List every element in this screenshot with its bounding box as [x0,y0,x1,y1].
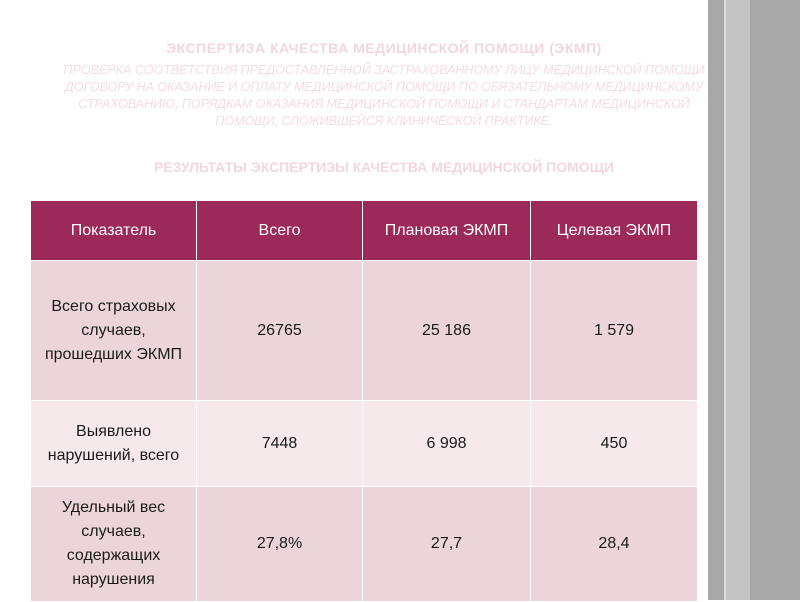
cell-planned: 6 998 [362,400,531,487]
slide-title: ЭКСПЕРТИЗА КАЧЕСТВА МЕДИЦИНСКОЙ ПОМОЩИ (… [166,40,602,56]
header-planned: Плановая ЭКМП [362,200,531,261]
results-heading: РЕЗУЛЬТАТЫ ЭКСПЕРТИЗЫ КАЧЕСТВА МЕДИЦИНСК… [153,159,614,175]
results-table: Показатель Всего Плановая ЭКМП Целевая Э… [30,200,698,602]
table-row: Всего страховых случаев, прошедших ЭКМП … [30,260,698,401]
row-label: Удельный вес случаев, содержащих нарушен… [30,486,197,602]
row-label: Всего страховых случаев, прошедших ЭКМП [30,260,197,401]
cell-total: 7448 [196,400,363,487]
cell-planned: 27,7 [362,486,531,602]
row-label: Выявлено нарушений, всего [30,400,197,487]
cell-targeted: 450 [530,400,698,487]
cell-targeted: 1 579 [530,260,698,401]
cell-targeted: 28,4 [530,486,698,602]
table-header-row: Показатель Всего Плановая ЭКМП Целевая Э… [30,200,698,261]
header-indicator: Показатель [30,200,197,261]
slide-subtitle: ПРОВЕРКА СООТВЕТСТВИЯ ПРЕДОСТАВЛЕННОЙ ЗА… [63,63,705,128]
decorative-side-stripe-inner [724,0,750,600]
header-total: Всего [196,200,363,261]
cell-total: 27,8% [196,486,363,602]
decorative-side-stripe [708,0,800,600]
header-targeted: Целевая ЭКМП [530,200,698,261]
cell-planned: 25 186 [362,260,531,401]
table-row: Удельный вес случаев, содержащих нарушен… [30,486,698,602]
cell-total: 26765 [196,260,363,401]
table-row: Выявлено нарушений, всего 7448 6 998 450 [30,400,698,487]
